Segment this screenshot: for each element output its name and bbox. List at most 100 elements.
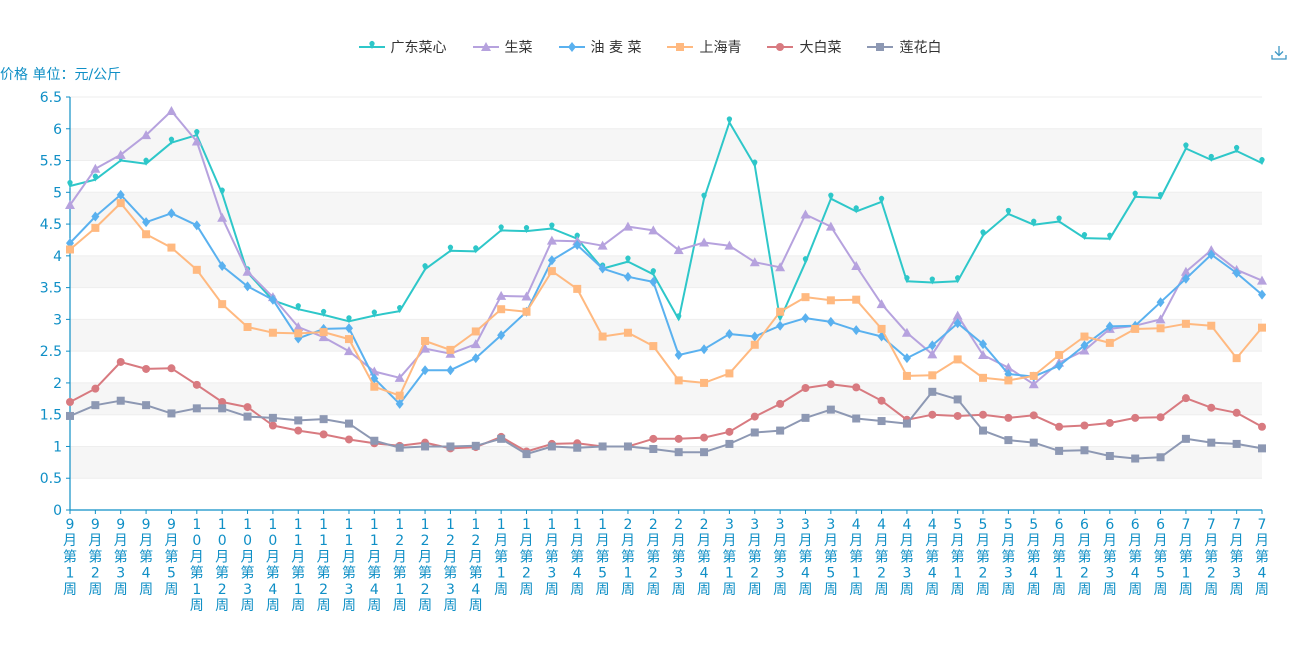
data-point bbox=[167, 208, 176, 219]
data-point bbox=[1131, 454, 1140, 463]
x-tick-label: 2 月第 4 周 bbox=[697, 517, 711, 598]
data-point bbox=[343, 346, 354, 356]
data-point bbox=[1105, 321, 1114, 332]
data-point bbox=[191, 136, 202, 146]
data-point bbox=[192, 404, 201, 413]
x-tick-label: 6 月第 3 周 bbox=[1103, 517, 1117, 598]
data-point bbox=[65, 200, 75, 210]
legend-label: 生菜 bbox=[504, 40, 533, 56]
data-point bbox=[1004, 376, 1013, 385]
data-point bbox=[826, 316, 835, 327]
data-point bbox=[979, 339, 988, 350]
data-point bbox=[319, 430, 328, 439]
data-point bbox=[370, 439, 379, 448]
data-point bbox=[421, 365, 430, 376]
legend-item[interactable]: 莲花白 bbox=[867, 37, 941, 57]
data-point bbox=[92, 173, 98, 182]
download-icon[interactable] bbox=[1270, 44, 1288, 62]
data-point bbox=[725, 328, 734, 339]
data-point bbox=[522, 447, 531, 456]
data-point bbox=[167, 409, 176, 418]
data-point bbox=[623, 442, 632, 451]
data-point bbox=[725, 439, 734, 448]
data-point bbox=[1055, 350, 1064, 359]
data-point bbox=[852, 325, 861, 336]
x-tick-label: 5 月第 4 周 bbox=[1027, 517, 1041, 598]
data-point bbox=[877, 331, 886, 342]
legend-item[interactable]: 生菜 bbox=[472, 37, 533, 57]
data-point bbox=[91, 211, 100, 222]
series-line bbox=[69, 202, 1263, 397]
data-point bbox=[420, 343, 431, 353]
data-point bbox=[1029, 411, 1038, 420]
data-point bbox=[726, 116, 733, 125]
data-point bbox=[1029, 438, 1038, 447]
data-point bbox=[370, 382, 379, 391]
data-point bbox=[1131, 413, 1140, 422]
data-point bbox=[700, 344, 709, 355]
data-point bbox=[1055, 360, 1064, 371]
data-point bbox=[116, 199, 125, 208]
data-point bbox=[397, 305, 403, 314]
data-point bbox=[447, 244, 454, 253]
data-point bbox=[395, 441, 404, 450]
x-tick-label: 9 月第 1 周 bbox=[63, 517, 77, 598]
data-point bbox=[268, 328, 277, 337]
grid-band bbox=[70, 319, 1262, 352]
data-point bbox=[928, 371, 937, 380]
data-point bbox=[979, 373, 988, 382]
x-tick-label: 3 月第 5 周 bbox=[824, 517, 838, 598]
data-point bbox=[422, 263, 428, 272]
y-tick-label: 1.5 bbox=[40, 408, 62, 424]
data-point bbox=[370, 436, 379, 445]
data-point bbox=[294, 333, 303, 344]
legend-swatch bbox=[472, 42, 499, 51]
data-point bbox=[66, 411, 74, 420]
data-point bbox=[901, 327, 912, 337]
data-point bbox=[623, 271, 632, 282]
x-tick-label: 1 0 月第 2 周 bbox=[215, 517, 229, 614]
data-point bbox=[1181, 394, 1190, 403]
data-point bbox=[1054, 357, 1065, 367]
data-point bbox=[1206, 245, 1217, 255]
data-point bbox=[1055, 422, 1064, 431]
data-point bbox=[321, 308, 327, 317]
data-point bbox=[1156, 453, 1165, 462]
y-tick-label: 0 bbox=[53, 503, 62, 519]
legend-item[interactable]: 大白菜 bbox=[767, 37, 841, 57]
data-point bbox=[750, 428, 759, 437]
data-point bbox=[777, 313, 783, 322]
data-point bbox=[1234, 145, 1240, 154]
data-point bbox=[497, 305, 506, 314]
data-point bbox=[800, 209, 811, 219]
x-tick-label: 4 月第 4 周 bbox=[925, 517, 939, 598]
data-point bbox=[826, 296, 835, 305]
legend-marker bbox=[567, 42, 576, 52]
data-point bbox=[1258, 422, 1266, 431]
data-point bbox=[776, 320, 785, 331]
data-point bbox=[1131, 324, 1140, 333]
data-point bbox=[904, 275, 910, 284]
data-point bbox=[878, 195, 885, 204]
legend-marker bbox=[776, 43, 785, 51]
data-point bbox=[293, 322, 304, 332]
legend-item[interactable]: 上海青 bbox=[667, 37, 741, 57]
data-point bbox=[421, 336, 430, 345]
data-point bbox=[1156, 297, 1165, 308]
x-tick-label: 1 月第 5 周 bbox=[596, 517, 610, 598]
data-point bbox=[574, 232, 580, 241]
data-point bbox=[599, 262, 606, 271]
data-point bbox=[370, 373, 379, 384]
legend-item[interactable]: 油 麦 菜 bbox=[558, 37, 641, 57]
data-point bbox=[674, 448, 683, 457]
data-point bbox=[851, 261, 862, 271]
data-point bbox=[167, 364, 176, 373]
data-point bbox=[1181, 273, 1190, 284]
data-point bbox=[876, 299, 887, 309]
x-tick-label: 4 月第 1 周 bbox=[849, 517, 863, 598]
legend-item[interactable]: 广东菜心 bbox=[358, 37, 447, 57]
x-tick-label: 7 月第 1 周 bbox=[1179, 517, 1193, 598]
data-point bbox=[116, 189, 125, 200]
series-line bbox=[69, 110, 1263, 386]
data-point bbox=[319, 323, 328, 334]
